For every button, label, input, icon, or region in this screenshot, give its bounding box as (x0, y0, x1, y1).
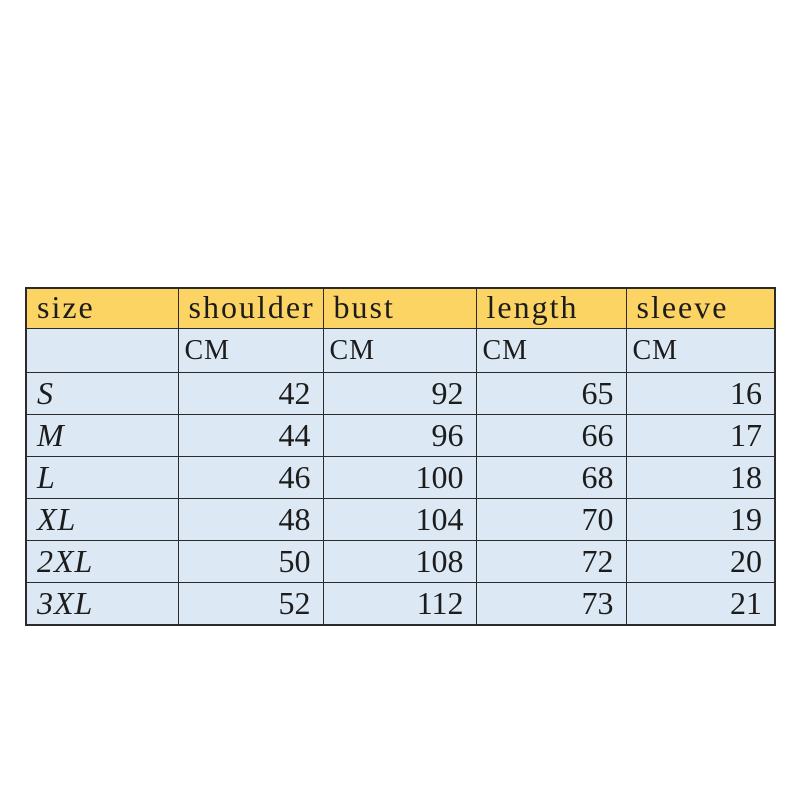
bust-value: 104 (322, 498, 477, 541)
bust-value: 112 (322, 582, 477, 625)
length-value: 68 (475, 456, 627, 499)
table-row-xl: XL 48 104 70 19 (25, 498, 776, 541)
unit-cell-length: CM (475, 328, 627, 373)
column-header-bust: bust (322, 287, 477, 329)
sleeve-value: 16 (625, 372, 776, 415)
bust-value: 96 (322, 414, 477, 457)
size-label: 3XL (25, 582, 179, 625)
length-value: 72 (475, 540, 627, 583)
size-label: XL (25, 498, 179, 541)
length-value: 66 (475, 414, 627, 457)
length-value: 70 (475, 498, 627, 541)
length-value: 65 (475, 372, 627, 415)
size-label: M (25, 414, 179, 457)
shoulder-value: 50 (177, 540, 324, 583)
unit-cell-sleeve: CM (625, 328, 776, 373)
column-header-size: size (25, 287, 179, 329)
table-row-m: M 44 96 66 17 (25, 414, 776, 457)
sleeve-value: 17 (625, 414, 776, 457)
table-row-2xl: 2XL 50 108 72 20 (25, 540, 776, 583)
shoulder-value: 52 (177, 582, 324, 625)
size-label: 2XL (25, 540, 179, 583)
bust-value: 92 (322, 372, 477, 415)
shoulder-value: 48 (177, 498, 324, 541)
unit-cell-shoulder: CM (177, 328, 324, 373)
column-header-sleeve: sleeve (625, 287, 776, 329)
sleeve-value: 18 (625, 456, 776, 499)
unit-row: CM CM CM CM (25, 328, 776, 373)
table-row-l: L 46 100 68 18 (25, 456, 776, 499)
size-label: S (25, 372, 179, 415)
bust-value: 100 (322, 456, 477, 499)
table-row-3xl: 3XL 52 112 73 21 (25, 582, 776, 625)
size-chart-table: size shoulder bust length sleeve CM CM C… (25, 287, 776, 626)
sleeve-value: 20 (625, 540, 776, 583)
unit-cell-bust: CM (322, 328, 477, 373)
size-label: L (25, 456, 179, 499)
shoulder-value: 42 (177, 372, 324, 415)
column-header-shoulder: shoulder (177, 287, 324, 329)
sleeve-value: 19 (625, 498, 776, 541)
column-header-length: length (475, 287, 627, 329)
bust-value: 108 (322, 540, 477, 583)
unit-cell-size (25, 328, 179, 373)
table-row-s: S 42 92 65 16 (25, 372, 776, 415)
shoulder-value: 46 (177, 456, 324, 499)
shoulder-value: 44 (177, 414, 324, 457)
length-value: 73 (475, 582, 627, 625)
header-row: size shoulder bust length sleeve (25, 287, 776, 329)
sleeve-value: 21 (625, 582, 776, 625)
